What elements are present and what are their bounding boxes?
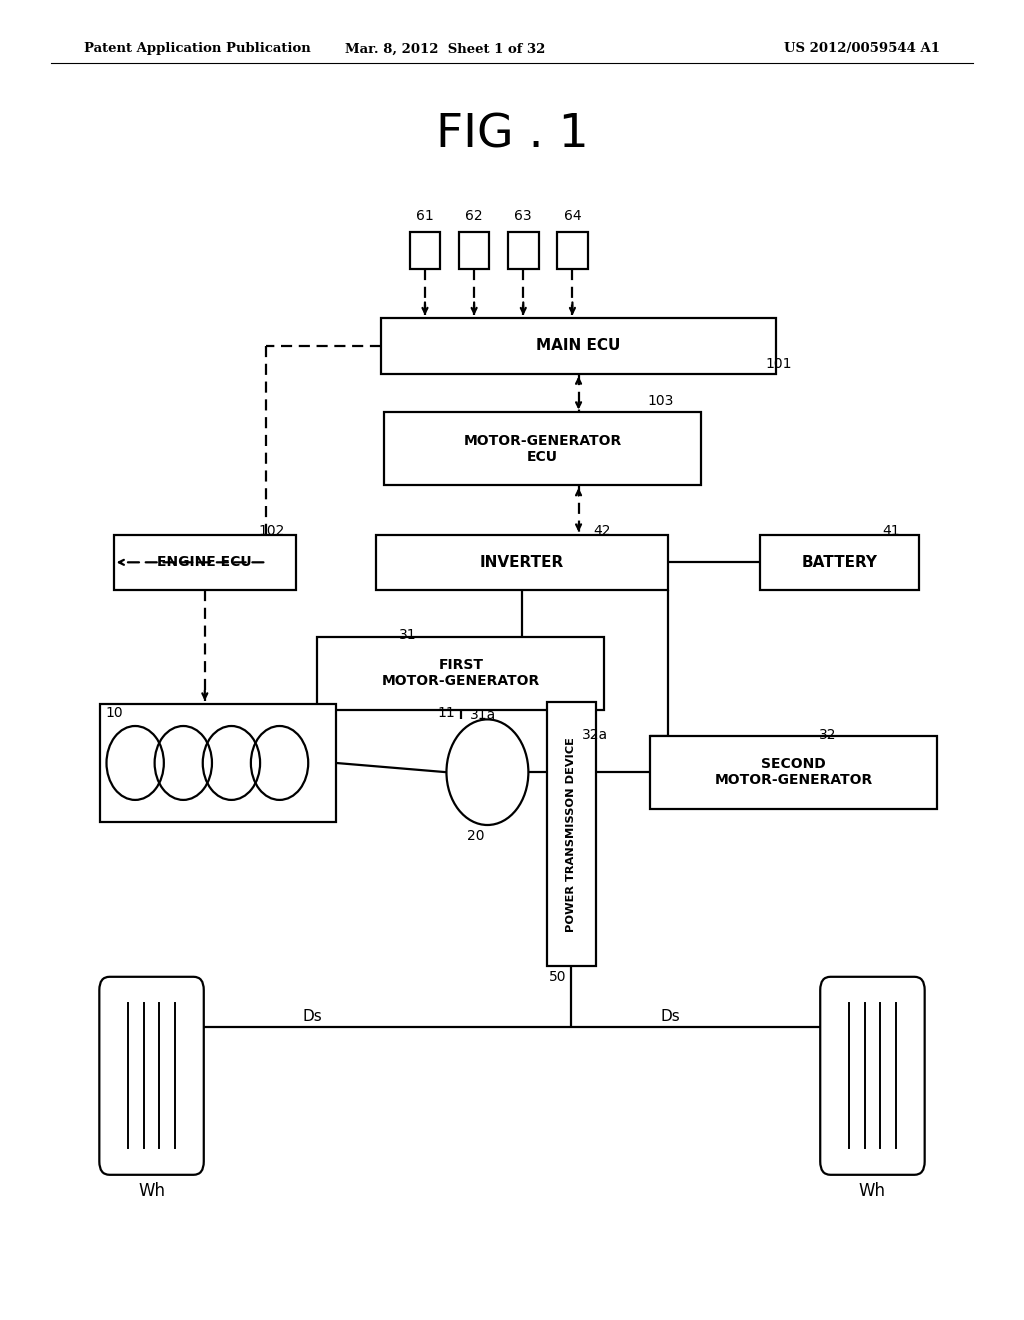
Text: SECOND
MOTOR-GENERATOR: SECOND MOTOR-GENERATOR bbox=[715, 758, 872, 787]
Text: 61: 61 bbox=[416, 210, 434, 223]
Text: FIG . 1: FIG . 1 bbox=[435, 112, 589, 157]
Text: Mar. 8, 2012  Sheet 1 of 32: Mar. 8, 2012 Sheet 1 of 32 bbox=[345, 42, 546, 55]
Text: Ds: Ds bbox=[302, 1008, 323, 1024]
FancyBboxPatch shape bbox=[377, 535, 669, 590]
Text: 102: 102 bbox=[258, 524, 285, 537]
Text: 42: 42 bbox=[593, 524, 611, 537]
Text: 20: 20 bbox=[467, 829, 485, 842]
FancyBboxPatch shape bbox=[820, 977, 925, 1175]
FancyBboxPatch shape bbox=[508, 232, 539, 269]
FancyBboxPatch shape bbox=[317, 638, 604, 710]
Text: POWER TRANSMISSON DEVICE: POWER TRANSMISSON DEVICE bbox=[566, 737, 577, 932]
FancyBboxPatch shape bbox=[557, 232, 588, 269]
Text: Ds: Ds bbox=[660, 1008, 681, 1024]
Text: 101: 101 bbox=[765, 358, 792, 371]
Text: ENGINE ECU: ENGINE ECU bbox=[158, 556, 252, 569]
Text: 64: 64 bbox=[563, 210, 582, 223]
Text: 11: 11 bbox=[437, 706, 456, 719]
FancyBboxPatch shape bbox=[100, 704, 336, 822]
Text: 10: 10 bbox=[105, 706, 123, 719]
Text: MAIN ECU: MAIN ECU bbox=[537, 338, 621, 354]
Text: 63: 63 bbox=[514, 210, 532, 223]
Text: 41: 41 bbox=[882, 524, 900, 537]
Text: FIRST
MOTOR-GENERATOR: FIRST MOTOR-GENERATOR bbox=[382, 659, 540, 688]
Text: 50: 50 bbox=[549, 970, 567, 983]
FancyBboxPatch shape bbox=[760, 535, 920, 590]
Text: INVERTER: INVERTER bbox=[480, 554, 564, 570]
Text: 31a: 31a bbox=[470, 709, 497, 722]
Text: 31: 31 bbox=[398, 628, 417, 642]
Text: Patent Application Publication: Patent Application Publication bbox=[84, 42, 310, 55]
Text: Wh: Wh bbox=[859, 1181, 886, 1200]
Text: 32: 32 bbox=[818, 729, 837, 742]
Text: Wh: Wh bbox=[138, 1181, 165, 1200]
Text: 62: 62 bbox=[465, 210, 483, 223]
Text: 32a: 32a bbox=[582, 729, 608, 742]
Text: US 2012/0059544 A1: US 2012/0059544 A1 bbox=[784, 42, 940, 55]
FancyBboxPatch shape bbox=[650, 737, 937, 808]
FancyBboxPatch shape bbox=[114, 535, 296, 590]
FancyBboxPatch shape bbox=[410, 232, 440, 269]
FancyBboxPatch shape bbox=[99, 977, 204, 1175]
FancyBboxPatch shape bbox=[381, 318, 776, 374]
Text: BATTERY: BATTERY bbox=[802, 554, 878, 570]
Text: MOTOR-GENERATOR
ECU: MOTOR-GENERATOR ECU bbox=[464, 434, 622, 463]
FancyBboxPatch shape bbox=[459, 232, 489, 269]
FancyBboxPatch shape bbox=[547, 702, 596, 966]
FancyBboxPatch shape bbox=[384, 412, 701, 484]
Text: 103: 103 bbox=[647, 395, 674, 408]
